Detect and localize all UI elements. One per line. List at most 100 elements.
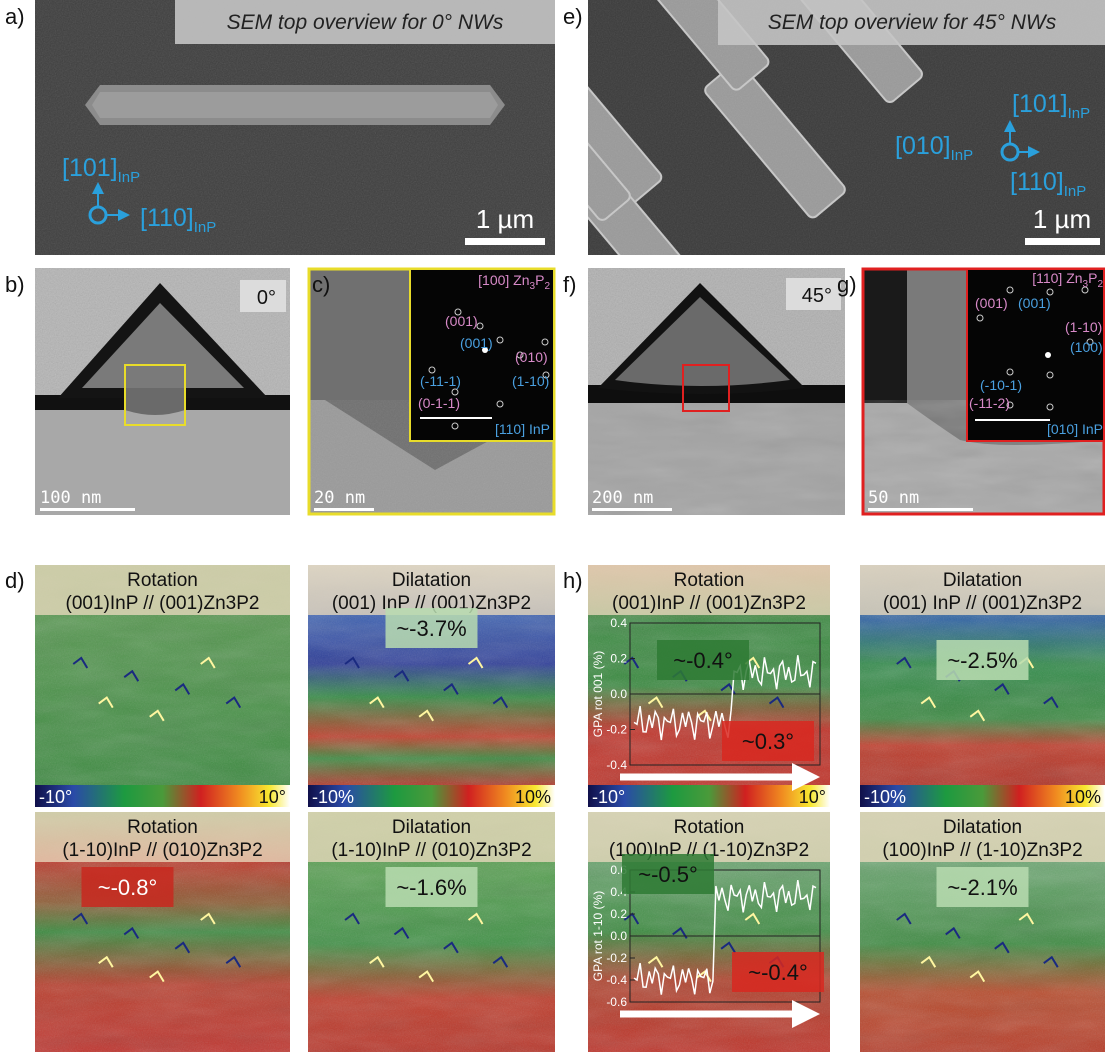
defect-streak <box>443 682 459 695</box>
map-title: Rotation <box>127 817 198 838</box>
y-tick-label: -0.6 <box>606 995 627 1009</box>
defect-streak <box>720 941 736 954</box>
panel-label: f) <box>563 272 576 297</box>
spot <box>1006 401 1014 409</box>
zone-axis: [010] InP <box>1047 421 1103 437</box>
axis-sub: InP <box>951 147 974 164</box>
value-box <box>722 721 814 761</box>
panel-g: [110] Zn3P2 (001) (001) (1-10) (-10-1) (… <box>837 267 1105 516</box>
spot-label: (001) <box>445 313 478 329</box>
spot <box>1006 368 1014 376</box>
axis-sub: InP <box>194 219 217 236</box>
axis-label: [101]InP <box>62 154 140 186</box>
banner-text: SEM top overview for 45° NWs <box>768 11 1057 34</box>
angle-box <box>786 278 841 310</box>
panel-label: c) <box>312 272 330 297</box>
zone-sub: 2 <box>544 281 550 292</box>
spot <box>1046 403 1054 411</box>
defect-streak <box>994 682 1010 695</box>
defect-streak <box>393 669 410 682</box>
panel-a: SEM top overview for 0° NWs a) [101]InP … <box>5 0 555 255</box>
value-box <box>622 854 714 894</box>
value-label: ~-0.5° <box>638 862 698 887</box>
value-label: ~-0.8° <box>98 875 158 900</box>
value-box <box>732 952 824 992</box>
zone-part: [100] Zn <box>478 272 529 288</box>
title-box <box>35 812 290 862</box>
zone-axis: [110] InP <box>495 421 550 437</box>
map-subtitle: (001) InP // (001)Zn3P2 <box>332 593 531 614</box>
map-title: Dilatation <box>392 570 471 591</box>
defect-streak <box>369 955 385 968</box>
spot-label: (001) <box>460 335 493 351</box>
defect-streak <box>369 696 385 709</box>
gpa-maps: Rotation(001)InP // (001)Zn3P2-10° 10°Dil… <box>35 565 1105 1052</box>
axis-main: [010] <box>895 132 951 160</box>
defect-streak <box>344 656 360 669</box>
defect-streak <box>1043 696 1059 709</box>
defect-streak <box>467 912 484 925</box>
spot <box>1006 286 1014 294</box>
panel-label: e) <box>563 4 583 29</box>
map-subtitle: (100)InP // (1-10)Zn3P2 <box>882 840 1082 861</box>
axis-label: [101]InP <box>1012 90 1090 122</box>
defect-streak <box>969 709 986 722</box>
angle-box <box>240 280 286 312</box>
map-title: Dilatation <box>943 817 1022 838</box>
axis-icon <box>88 205 108 225</box>
defect-streak <box>492 696 509 709</box>
banner <box>175 0 555 44</box>
colorbar <box>588 785 830 807</box>
spot <box>451 422 459 430</box>
scale-bar <box>314 508 374 511</box>
defect-streak <box>123 926 140 939</box>
axis-sub: InP <box>1068 105 1091 122</box>
value-label: ~-3.7% <box>396 616 466 641</box>
defect-streak <box>994 941 1010 954</box>
angle-label: 0° <box>257 287 276 309</box>
panel-e: SEM top overview for 45° NWs e) [101]InP… <box>563 0 1105 255</box>
defect-streak <box>1018 912 1035 925</box>
zone-axis: [100] Zn3P2 <box>478 272 550 292</box>
value-box <box>936 867 1029 907</box>
colorbar-max: 10° <box>259 787 286 807</box>
value-box <box>81 867 174 907</box>
defect-streak <box>467 656 484 669</box>
scale-label: 200 nm <box>592 488 653 508</box>
y-tick-label: 0.0 <box>610 929 627 943</box>
y-tick-label: -0.4 <box>606 758 627 772</box>
defect-streak <box>225 955 242 968</box>
value-label: ~0.3° <box>742 729 794 754</box>
map-title: Rotation <box>674 570 745 591</box>
fft-spots <box>428 308 550 430</box>
map-title: Rotation <box>674 817 745 838</box>
zone-sub: 3 <box>530 281 536 292</box>
map-title: Rotation <box>127 570 198 591</box>
value-label: ~-0.4° <box>748 960 808 985</box>
panel-label: g) <box>837 272 857 297</box>
profile-trace <box>633 879 817 995</box>
axis-main: [101] <box>1012 90 1068 118</box>
colorbar-min: -10% <box>312 787 354 807</box>
spot-label: (0-1-1) <box>418 395 460 411</box>
fft-center <box>482 347 488 353</box>
map-subtitle: (001)InP // (001)Zn3P2 <box>612 593 806 614</box>
axis-label: [110]InP <box>1010 168 1086 200</box>
spot-label: (-10-1) <box>980 377 1022 393</box>
defect-streak <box>443 941 459 954</box>
banner <box>718 0 1105 45</box>
spot-label: (001) <box>1018 295 1051 311</box>
value-label: ~-2.1% <box>947 875 1017 900</box>
y-tick-label: 0.2 <box>610 907 627 921</box>
defect-streak <box>98 955 114 968</box>
spot <box>541 338 549 346</box>
zone-axis: [110] Zn3P2 <box>1032 270 1103 290</box>
spot-label: (1-10) <box>512 373 549 389</box>
map-subtitle: (1-10)InP // (010)Zn3P2 <box>331 840 531 861</box>
defect-streak <box>696 709 712 722</box>
title-box <box>308 565 555 615</box>
title-box <box>588 565 830 615</box>
defect-streak <box>418 970 435 983</box>
defect-streak <box>149 709 165 722</box>
